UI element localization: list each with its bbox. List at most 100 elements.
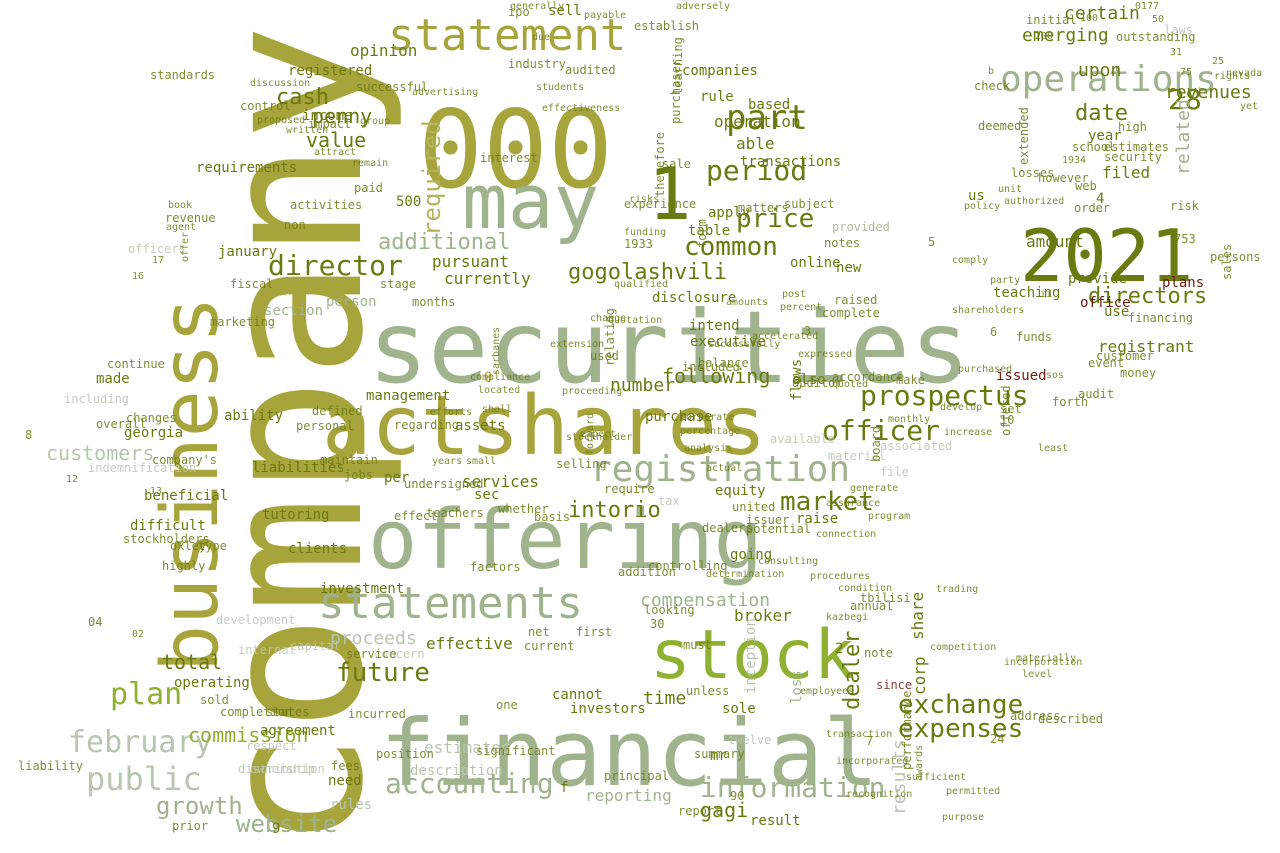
word-material: material (828, 449, 886, 463)
word-25: 25 (1212, 56, 1225, 67)
word-10: 10 (1000, 413, 1015, 427)
word-disclosure: disclosure (652, 290, 737, 306)
word-laws: laws (1164, 23, 1193, 37)
word-kazbegi: kazbegi (826, 612, 869, 623)
word-plans: plans (1162, 275, 1205, 291)
word-use: use (1104, 304, 1130, 320)
word-number: number (610, 375, 676, 396)
word-continue: continue (107, 357, 165, 371)
word-internal: internal (238, 643, 296, 657)
word-market: market (780, 487, 874, 517)
word-company-s: company's (152, 453, 218, 467)
word-event: event (1088, 356, 1125, 370)
word-party: party (990, 275, 1021, 286)
word-persons: persons (1210, 250, 1261, 264)
word-provided: provided (832, 220, 890, 234)
word-potential: potential (746, 522, 812, 536)
word-activities: activities (290, 198, 363, 212)
word-qualified: qualified (614, 279, 669, 290)
word-outstanding: outstanding (1116, 30, 1196, 44)
word-financing: financing (1128, 311, 1194, 325)
word-interest: interest (480, 151, 538, 165)
word-1933: 1933 (624, 237, 653, 251)
word-operating: operating (174, 675, 250, 691)
word-procedures: procedures (810, 571, 871, 582)
word-estimates: estimates (1104, 140, 1170, 154)
word-person: person (326, 294, 377, 310)
word-shall: shall (482, 404, 513, 415)
word-make: make (896, 373, 925, 387)
word-services: services (462, 472, 540, 491)
word-0177: 0177 (1135, 1, 1160, 12)
word-registration: registration (590, 449, 851, 490)
word-sos: sos (1046, 370, 1065, 381)
word-georgia: georgia (124, 425, 184, 441)
word-risk: risk (1170, 199, 1199, 213)
word-basis: basis (534, 510, 571, 524)
word-summary: summary (694, 747, 745, 761)
word-monthly: monthly (888, 414, 931, 425)
word-17: 17 (152, 255, 165, 266)
word-respect: respect (246, 739, 297, 753)
word-comply: comply (952, 255, 989, 266)
word-office: office (1080, 295, 1131, 311)
word-growth: growth (156, 792, 243, 820)
word-one: one (496, 698, 518, 712)
word-included: included (682, 360, 740, 374)
word-stockholders: stockholders (123, 532, 210, 546)
word-penny: penny (312, 104, 373, 128)
word-group: group (360, 116, 391, 127)
word-total: total (162, 650, 223, 674)
word-rules: rules (330, 797, 373, 813)
word-risks: risks (629, 194, 660, 205)
word-develop: develop (940, 402, 983, 413)
word-corporate: corporate (680, 412, 735, 423)
word-customer: customer (1096, 349, 1154, 363)
word-28: 28 (1168, 83, 1202, 116)
word-condition: condition (838, 583, 893, 594)
word-changes: changes (126, 411, 177, 425)
word-audited: audited (565, 63, 616, 77)
word-provide: provide (1068, 271, 1128, 287)
word-level: level (1022, 669, 1053, 680)
word-agent: agent (166, 222, 197, 233)
word-funding: funding (624, 227, 667, 238)
word-employees: employees (800, 686, 855, 697)
word-board: board (869, 425, 883, 462)
word-accordance: accordance (832, 370, 905, 384)
word-february: february (68, 725, 213, 760)
word-effective: effective (426, 634, 513, 653)
word-prior: prior (172, 819, 209, 833)
word-fiscal: fiscal (230, 277, 274, 291)
word-check: check (974, 79, 1011, 93)
word-sarbanes: sarbanes (491, 326, 502, 375)
word-cannot: cannot (552, 687, 603, 703)
word-requirements: requirements (196, 160, 298, 176)
word-result: result (750, 813, 801, 829)
word-13: 13 (150, 486, 163, 497)
word-sold: sold (200, 693, 229, 707)
word-whether: whether (498, 502, 549, 516)
word-year: year (1088, 128, 1122, 144)
word-require: require (604, 482, 655, 496)
word-statements: statements (318, 578, 583, 629)
word-ability: ability (224, 408, 284, 424)
word-used: used (590, 349, 619, 363)
word-upon: upon (1078, 60, 1122, 81)
word-section: section (264, 303, 324, 319)
word-yet: yet (1240, 101, 1259, 112)
word-b: b (988, 66, 995, 77)
word-future: future (336, 658, 430, 688)
word-file: file (880, 465, 909, 479)
word-subject: subject (784, 197, 835, 211)
word-accounting: accounting (385, 767, 554, 800)
word-least: least (1038, 443, 1069, 454)
word-quotation: quotation (608, 315, 663, 326)
word-16: 16 (132, 271, 145, 282)
word-raised: raised (834, 293, 878, 307)
word-twelve: twelve (728, 733, 772, 747)
word-tax: tax (658, 494, 680, 508)
word-equity: equity (715, 483, 766, 499)
word-clients: clients (288, 541, 348, 557)
word-completion: completion (220, 705, 293, 719)
